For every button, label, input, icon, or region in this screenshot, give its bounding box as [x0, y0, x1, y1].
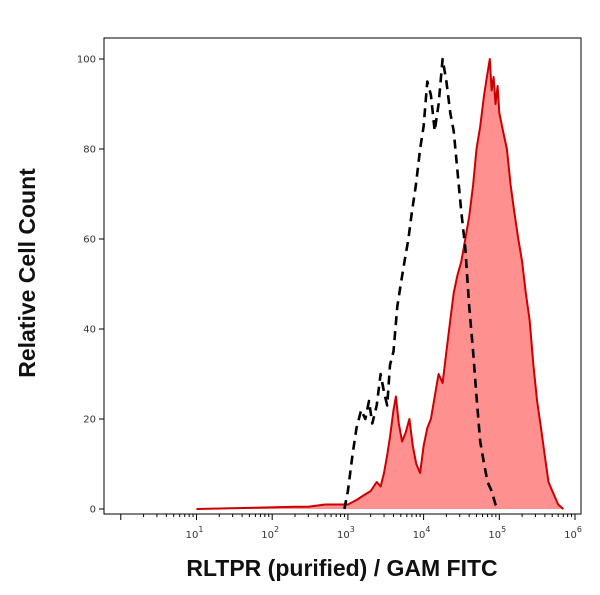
- x-tick-label: 102: [261, 525, 279, 541]
- x-tick-label: 105: [488, 525, 506, 541]
- y-axis-title: Relative Cell Count: [14, 168, 40, 378]
- y-axis: 0 20 40 60 80 100: [77, 55, 104, 516]
- y-tick-label: 40: [83, 325, 96, 336]
- y-tick-label: 0: [90, 505, 96, 516]
- series-1-area: [196, 59, 564, 509]
- x-axis-title: RLTPR (purified) / GAM FITC: [186, 555, 497, 581]
- y-tick-label: 80: [83, 145, 96, 156]
- y-tick-label: 60: [83, 235, 96, 246]
- x-axis: 101 102 103 104 105 106: [120, 514, 582, 541]
- x-tick-label: 103: [337, 525, 355, 541]
- x-tick-label: 106: [564, 525, 582, 541]
- y-tick-label: 100: [77, 55, 96, 66]
- plot-area: [196, 57, 564, 510]
- x-tick-label: 101: [186, 525, 204, 541]
- plot-frame: [103, 37, 582, 515]
- series-1-line: [196, 58, 564, 510]
- x-tick-label: 104: [413, 525, 431, 541]
- y-tick-label: 20: [83, 415, 96, 426]
